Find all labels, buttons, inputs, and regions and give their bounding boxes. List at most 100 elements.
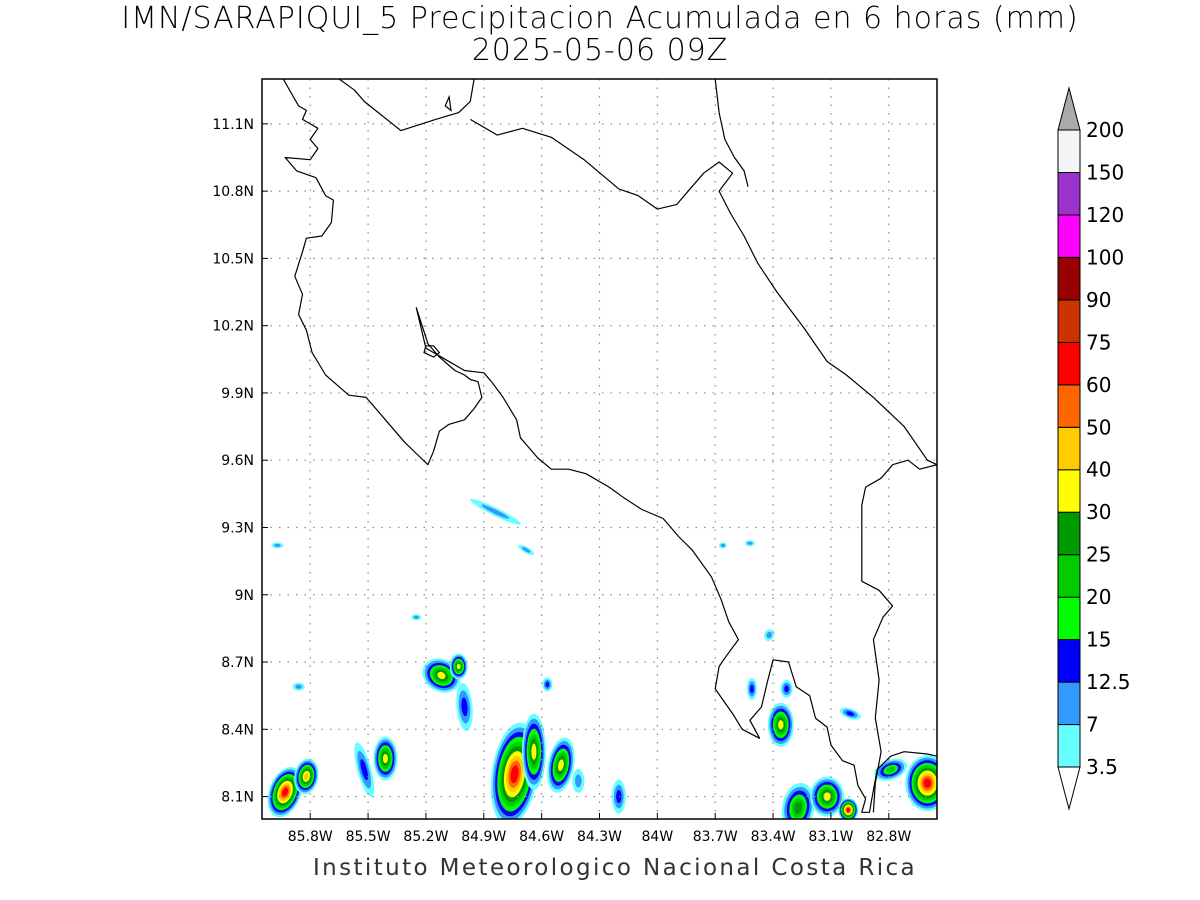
precip-cell (547, 737, 575, 793)
precip-cell (456, 682, 473, 731)
precip-cell (780, 679, 793, 698)
colorbar-label: 60 (1086, 373, 1111, 397)
colorbar-swatch (1057, 511, 1081, 556)
precipitation-colorbar: 3.5 7 12.5 15 20 25 30 40 50 60 75 90 100 120 150 200 (1057, 86, 1131, 811)
precipitation-field (267, 499, 937, 819)
lon-tick-label: 83.1W (808, 829, 853, 845)
precip-contour (360, 759, 369, 781)
colorbar-label: 3.5 (1086, 755, 1118, 779)
precip-cell (373, 736, 398, 781)
precip-contour (794, 802, 802, 814)
colorbar-swatch (1057, 639, 1081, 683)
precip-cell (746, 677, 757, 700)
colorbar-swatch (1057, 172, 1081, 216)
lat-tick-label: 8.1N (221, 790, 254, 806)
coastline-segment (469, 118, 937, 466)
lon-tick-label: 85.2W (403, 829, 448, 845)
coastline (282, 79, 937, 813)
colorbar-swatch (1057, 129, 1081, 173)
map-title: IMN/SARAPIQUI_5 Precipitacion Acumulada … (121, 1, 1079, 36)
colorbar-swatch (1057, 724, 1081, 768)
colorbar-swatch (1057, 341, 1081, 386)
colorbar-swatch (1057, 681, 1081, 726)
lon-tick-label: 85.8W (288, 829, 333, 845)
precip-cell (764, 629, 775, 641)
colorbar-over-arrow (1057, 86, 1081, 131)
colorbar-swatch (1057, 469, 1081, 513)
lon-tick-label: 84.6W (519, 829, 564, 845)
lat-tick-label: 9.6N (221, 453, 254, 469)
precip-contour (747, 541, 753, 545)
lat-tick-label: 10.2N (212, 319, 254, 335)
precip-contour (382, 753, 388, 764)
credit-line: Instituto Meteorologico Nacional Costa R… (312, 855, 918, 881)
latitude-axis: 11.1N 10.8N 10.5N 10.2N 9.9N 9.6N 9.3N 9N 8.7N 8.… (212, 117, 268, 806)
precip-cell (449, 653, 468, 680)
lon-tick-label: 85.5W (346, 829, 391, 845)
colorbar-label: 100 (1086, 245, 1124, 269)
precip-contour (575, 774, 582, 788)
colorbar-swatch (1057, 299, 1081, 343)
colorbar-swatch (1057, 554, 1081, 598)
lat-tick-label: 9N (235, 588, 254, 604)
precip-contour (720, 543, 726, 548)
precip-cell (411, 614, 422, 621)
precip-cell (271, 542, 284, 549)
precip-cell (744, 540, 755, 547)
coastline-segment (282, 79, 937, 813)
lat-tick-label: 8.7N (221, 655, 254, 671)
colorbar-swatch (1057, 384, 1081, 428)
lon-tick-label: 84W (642, 829, 674, 845)
colorbar-swatch (1057, 256, 1081, 301)
precip-cell (905, 755, 937, 812)
lat-tick-label: 8.4N (221, 722, 254, 738)
precip-contour (784, 685, 789, 693)
precip-cell (354, 742, 375, 797)
precip-cell (838, 798, 859, 819)
coastline-segment (714, 79, 749, 187)
precip-cell (542, 677, 553, 692)
precip-cell (839, 707, 861, 720)
precip-contour (413, 615, 419, 619)
lat-tick-label: 9.3N (221, 520, 254, 536)
precip-cell (572, 768, 585, 793)
precip-cell (422, 658, 461, 693)
precip-contour (846, 711, 855, 716)
precip-cell (470, 499, 521, 525)
precip-cell (611, 779, 626, 814)
precip-contour (778, 720, 784, 730)
precip-cell (521, 713, 546, 790)
map-grid (262, 79, 937, 819)
precip-cell (718, 542, 727, 549)
precip-contour (531, 743, 537, 760)
precip-contour (461, 697, 468, 717)
lon-tick-label: 83.7W (693, 829, 738, 845)
precip-cell (767, 702, 794, 747)
precip-contour (558, 759, 564, 772)
island-outline (423, 345, 441, 358)
precip-contour (521, 547, 531, 553)
precip-cell (874, 758, 908, 781)
precip-contour (846, 807, 851, 813)
precip-contour (545, 681, 550, 688)
precip-contour (766, 631, 772, 639)
precip-contour (616, 790, 622, 804)
lon-tick-label: 82.8W (866, 829, 911, 845)
colorbar-label: 90 (1086, 288, 1111, 312)
lon-tick-label: 84.3W (577, 829, 622, 845)
lat-tick-label: 10.5N (212, 251, 254, 267)
colorbar-label: 20 (1086, 585, 1111, 609)
lat-tick-label: 9.9N (221, 386, 254, 402)
coastline-segment (338, 79, 475, 132)
colorbar-swatch (1057, 426, 1081, 471)
lon-tick-label: 83.4W (751, 829, 796, 845)
precip-cell (267, 767, 303, 818)
precip-contour (295, 684, 302, 689)
precip-cell (292, 682, 305, 691)
colorbar-label: 150 (1086, 161, 1124, 185)
longitude-axis: 85.8W 85.5W 85.2W 84.9W 84.6W 84.3W 84W 83.7W 83… (288, 813, 911, 845)
island-outline (444, 94, 452, 112)
lat-tick-label: 10.8N (212, 184, 254, 200)
precip-contour (510, 765, 519, 784)
